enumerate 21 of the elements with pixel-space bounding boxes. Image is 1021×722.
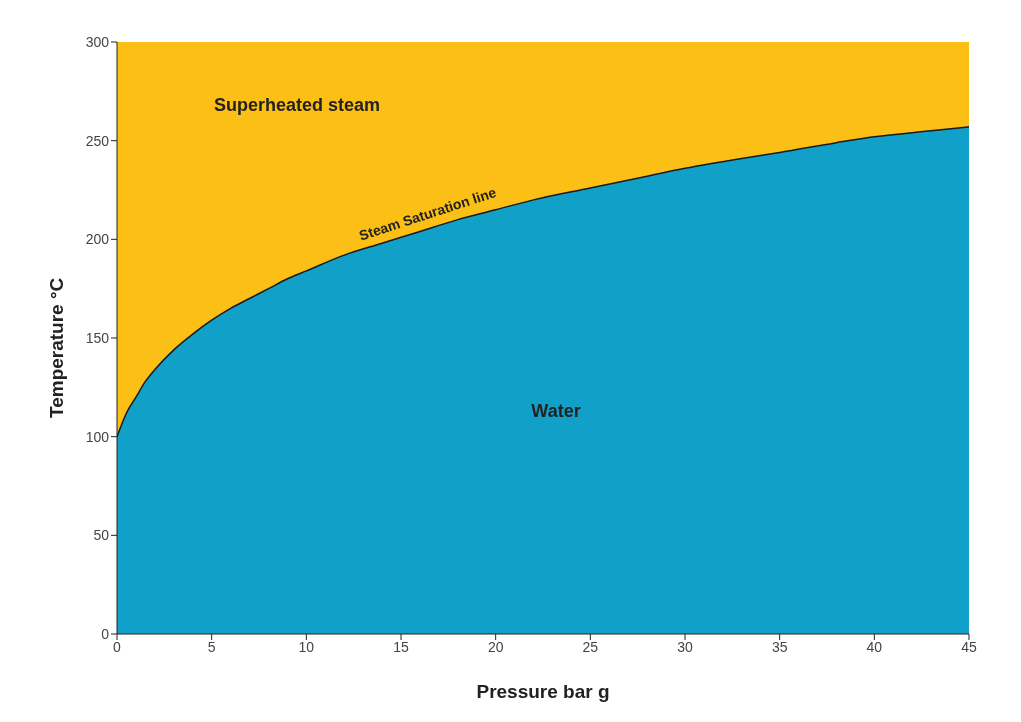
x-tick-label: 10 [298,638,315,655]
y-tick-label: 300 [85,33,110,50]
x-axis-title: Pressure bar g [476,681,610,702]
y-tick-label: 200 [85,231,110,248]
y-tick-label: 0 [101,625,110,642]
x-tick-label: 25 [582,638,599,655]
x-tick-label: 45 [961,638,977,655]
x-tick-label: 15 [393,638,409,655]
y-tick-label: 150 [85,329,110,346]
x-tick-label: 40 [866,638,883,655]
x-tick-label: 0 [113,638,122,655]
y-tick-label: 100 [85,428,110,445]
y-axis-title: Temperature °C [45,277,67,418]
series-label: Water [531,400,581,421]
y-tick-label: 250 [85,132,110,149]
x-tick-label: 35 [771,638,788,655]
series-label: Superheated steam [213,94,381,115]
y-tick-label: 50 [93,527,110,544]
x-tick-label: 30 [677,638,693,655]
x-tick-label: 5 [207,638,216,655]
x-tick-label: 20 [487,638,504,655]
